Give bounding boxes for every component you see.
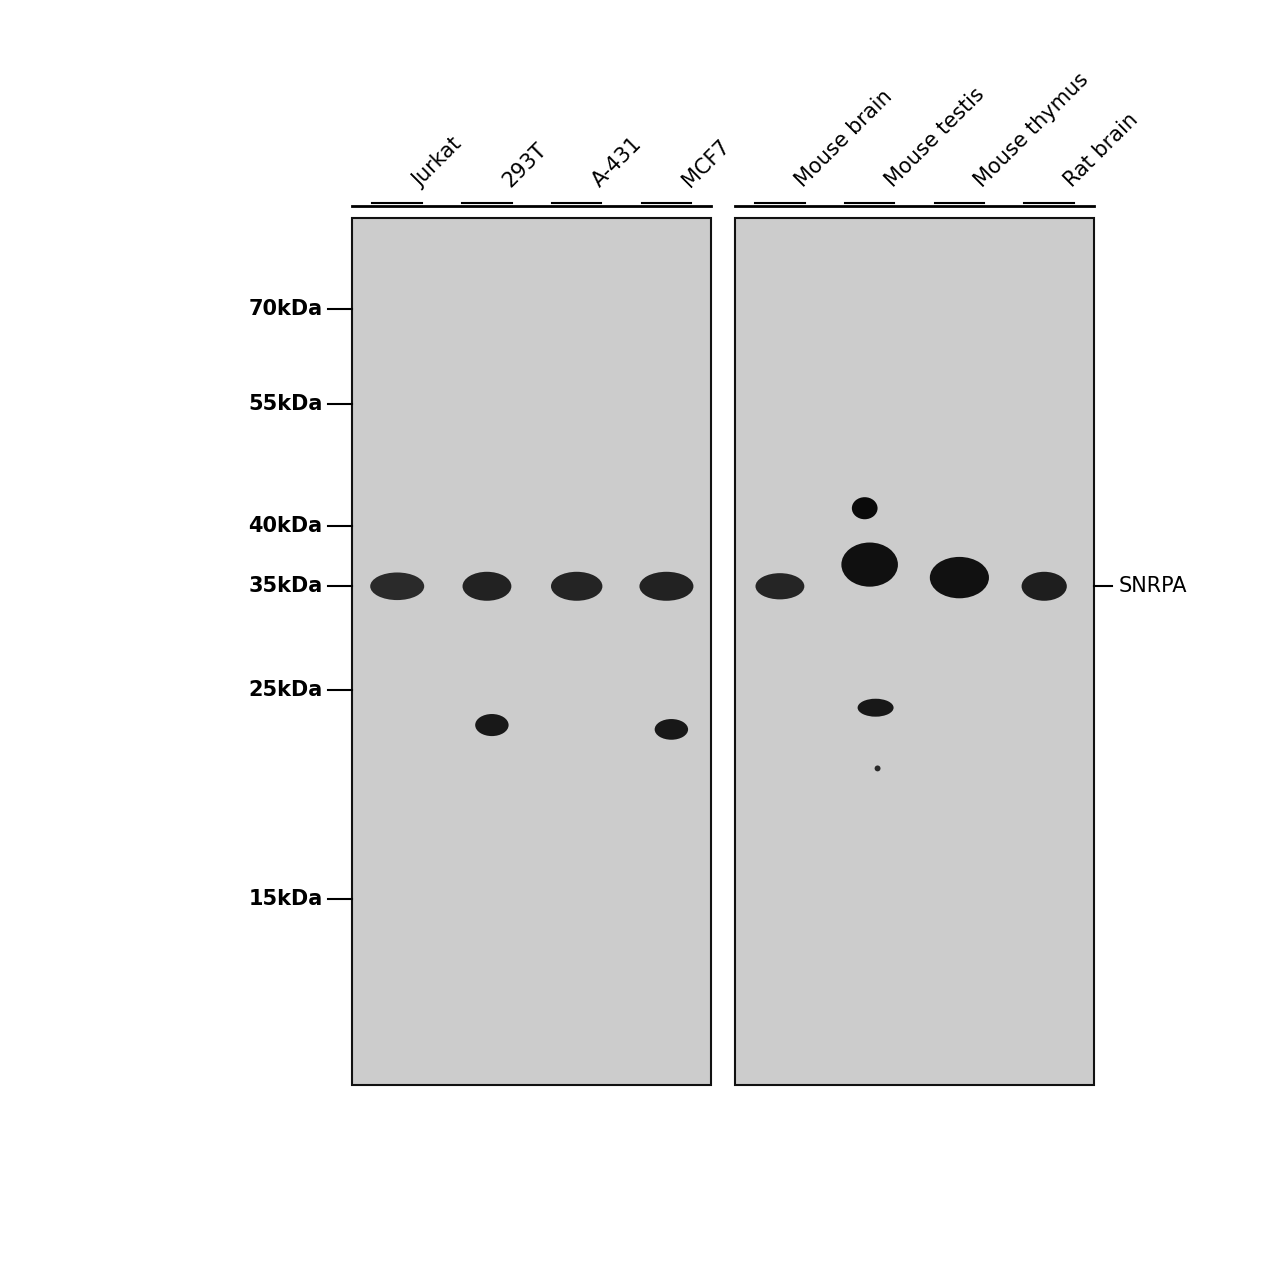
Ellipse shape <box>852 497 878 520</box>
Ellipse shape <box>475 714 509 736</box>
Ellipse shape <box>551 572 602 600</box>
Text: A-431: A-431 <box>588 134 646 191</box>
Text: SNRPA: SNRPA <box>1119 576 1187 596</box>
Bar <box>352 218 711 1085</box>
Text: 40kDa: 40kDa <box>249 516 323 535</box>
Text: Rat brain: Rat brain <box>1062 110 1142 191</box>
Ellipse shape <box>930 557 989 598</box>
Ellipse shape <box>874 765 880 772</box>
Text: 293T: 293T <box>499 140 550 191</box>
Text: 35kDa: 35kDa <box>249 576 323 596</box>
Text: 70kDa: 70kDa <box>249 298 323 319</box>
Text: Mouse brain: Mouse brain <box>792 87 896 191</box>
Text: Mouse testis: Mouse testis <box>882 84 988 191</box>
Ellipse shape <box>755 573 804 599</box>
Text: 55kDa: 55kDa <box>249 394 323 415</box>
Text: 25kDa: 25kDa <box>249 681 323 700</box>
Ellipse shape <box>639 572 693 600</box>
Ellipse shape <box>1022 572 1067 600</box>
Bar <box>735 218 1094 1085</box>
Ellipse shape <box>857 699 893 717</box>
Ellipse shape <box>841 543 898 586</box>
Text: Mouse thymus: Mouse thymus <box>971 69 1092 191</box>
Ellipse shape <box>462 572 512 600</box>
Text: MCF7: MCF7 <box>679 136 734 191</box>
Ellipse shape <box>655 719 688 740</box>
Text: Jurkat: Jurkat <box>410 134 466 191</box>
Text: 15kDa: 15kDa <box>249 888 323 909</box>
Ellipse shape <box>370 572 424 600</box>
